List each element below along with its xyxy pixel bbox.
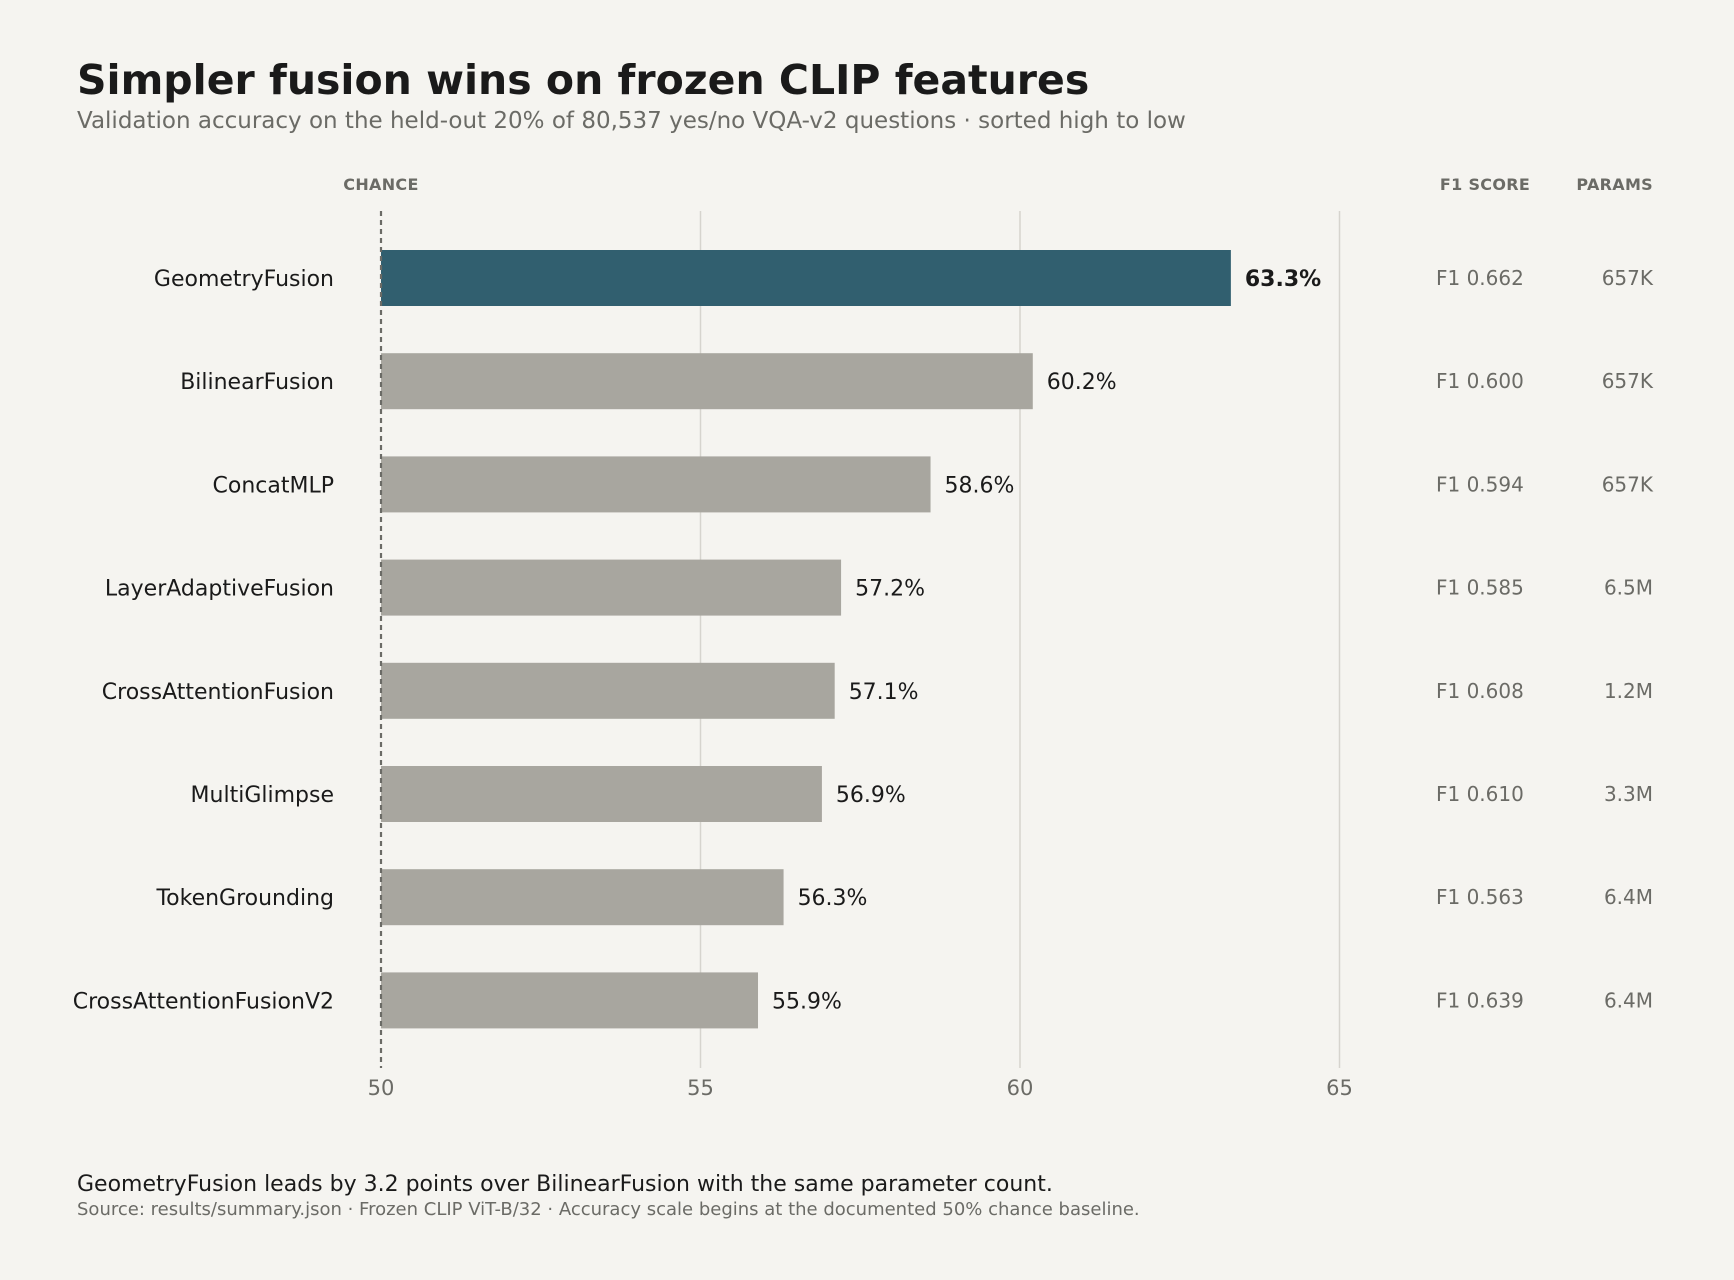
f1-score-label: F1 0.662 (1436, 266, 1524, 290)
f1-score-label: F1 0.639 (1436, 988, 1524, 1012)
bar (381, 250, 1231, 306)
category-label: TokenGrounding (155, 886, 334, 911)
bar (381, 456, 931, 513)
params-label: 657K (1602, 266, 1654, 290)
labels: GeometryFusion 63.3% F1 0.662 657K BilinearF… (73, 266, 1654, 1014)
params-label: 657K (1602, 369, 1654, 393)
chance-label: CHANCE (343, 175, 418, 194)
params-label: 1.2M (1604, 679, 1653, 703)
value-label: 56.3% (798, 886, 868, 911)
value-label: 60.2% (1047, 370, 1117, 395)
x-tick-label: 55 (687, 1076, 714, 1100)
params-label: 6.4M (1604, 885, 1653, 909)
x-tick-label: 50 (368, 1076, 395, 1100)
params-label: 3.3M (1604, 782, 1653, 806)
category-label: BilinearFusion (180, 370, 334, 395)
category-label: MultiGlimpse (191, 783, 334, 808)
chart-title: Simpler fusion wins on frozen CLIP featu… (77, 56, 1089, 104)
value-label: 55.9% (772, 989, 842, 1014)
f1-score-label: F1 0.610 (1436, 782, 1524, 806)
value-label: 57.2% (855, 577, 925, 602)
category-label: ConcatMLP (213, 473, 334, 498)
bar (381, 559, 842, 616)
bar (381, 972, 759, 1029)
bar (381, 766, 822, 822)
value-label: 56.9% (836, 783, 906, 808)
category-label: CrossAttentionFusion (102, 680, 334, 705)
params-column-header: PARAMS (1576, 175, 1653, 194)
f1-score-label: F1 0.600 (1436, 369, 1524, 393)
category-label: GeometryFusion (154, 267, 334, 292)
f1-score-label: F1 0.608 (1436, 679, 1524, 703)
f1-score-label: F1 0.585 (1436, 576, 1524, 600)
source-note: Source: results/summary.json · Frozen CL… (77, 1199, 1140, 1220)
bars (381, 250, 1231, 1029)
x-axis-ticks: 50 55 60 65 (368, 1076, 1353, 1100)
bar (381, 869, 784, 926)
params-label: 6.4M (1604, 988, 1653, 1012)
f1-score-label: F1 0.563 (1436, 885, 1524, 909)
category-label: CrossAttentionFusionV2 (73, 989, 334, 1014)
bar (381, 662, 835, 719)
f1-score-label: F1 0.594 (1436, 472, 1524, 496)
gridlines (699, 211, 1341, 1068)
value-label: 58.6% (945, 473, 1015, 498)
params-label: 6.5M (1604, 576, 1653, 600)
x-tick-label: 65 (1326, 1076, 1353, 1100)
x-tick-label: 60 (1007, 1076, 1034, 1100)
bar (381, 353, 1033, 410)
footnote: GeometryFusion leads by 3.2 points over … (77, 1172, 1053, 1197)
params-label: 657K (1602, 472, 1654, 496)
f1-column-header: F1 SCORE (1440, 175, 1530, 194)
value-label: 57.1% (849, 680, 919, 705)
value-label: 63.3% (1245, 267, 1321, 292)
category-label: LayerAdaptiveFusion (105, 577, 334, 602)
chart-subtitle: Validation accuracy on the held-out 20% … (77, 108, 1186, 134)
